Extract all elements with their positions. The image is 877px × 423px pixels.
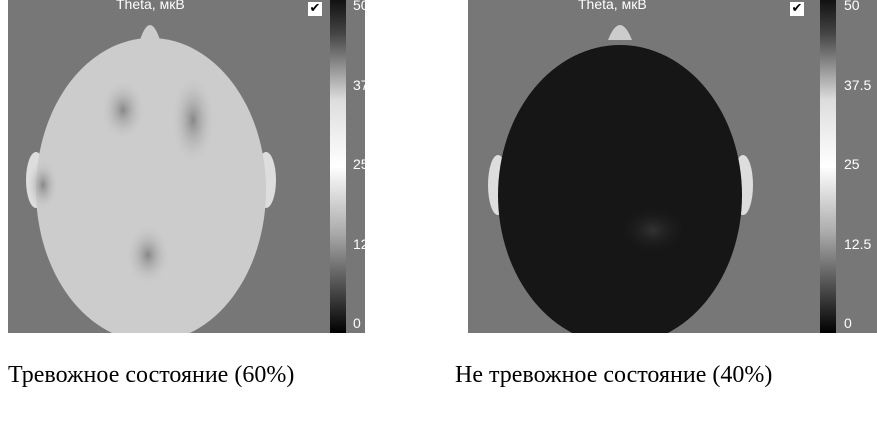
caption: Тревожное состояние (60%) <box>8 362 294 389</box>
color-scale <box>820 0 836 333</box>
map-panel: Theta, мкВ ✔ 50 37.5 25 12.5 0 <box>8 0 365 333</box>
scale-tick-label: 0 <box>353 315 361 331</box>
scale-tick-label: 37.5 <box>844 77 871 93</box>
scale-tick-label: 12.5 <box>353 236 365 252</box>
checkbox[interactable]: ✔ <box>308 2 322 16</box>
scale-tick-label: 50 <box>353 0 365 13</box>
map-title: Theta, мкВ <box>116 0 185 12</box>
scale-tick-label: 25 <box>353 156 365 172</box>
scale-tick-label: 12.5 <box>844 236 871 252</box>
color-scale <box>330 0 346 333</box>
head-map <box>8 0 365 333</box>
head-map <box>468 0 877 333</box>
scale-tick-label: 37.5 <box>353 77 365 93</box>
page: Theta, мкВ ✔ 50 37.5 25 12.5 0 Theta, мкВ ✔ … <box>0 0 877 423</box>
scale-tick-label: 25 <box>844 156 860 172</box>
caption: Не тревожное состояние (40%) <box>455 362 772 389</box>
scale-tick-label: 0 <box>844 315 852 331</box>
scale-tick-label: 50 <box>844 0 860 13</box>
map-panel: Theta, мкВ ✔ 50 37.5 25 12.5 0 <box>468 0 877 333</box>
map-title: Theta, мкВ <box>578 0 647 12</box>
checkbox[interactable]: ✔ <box>790 2 804 16</box>
